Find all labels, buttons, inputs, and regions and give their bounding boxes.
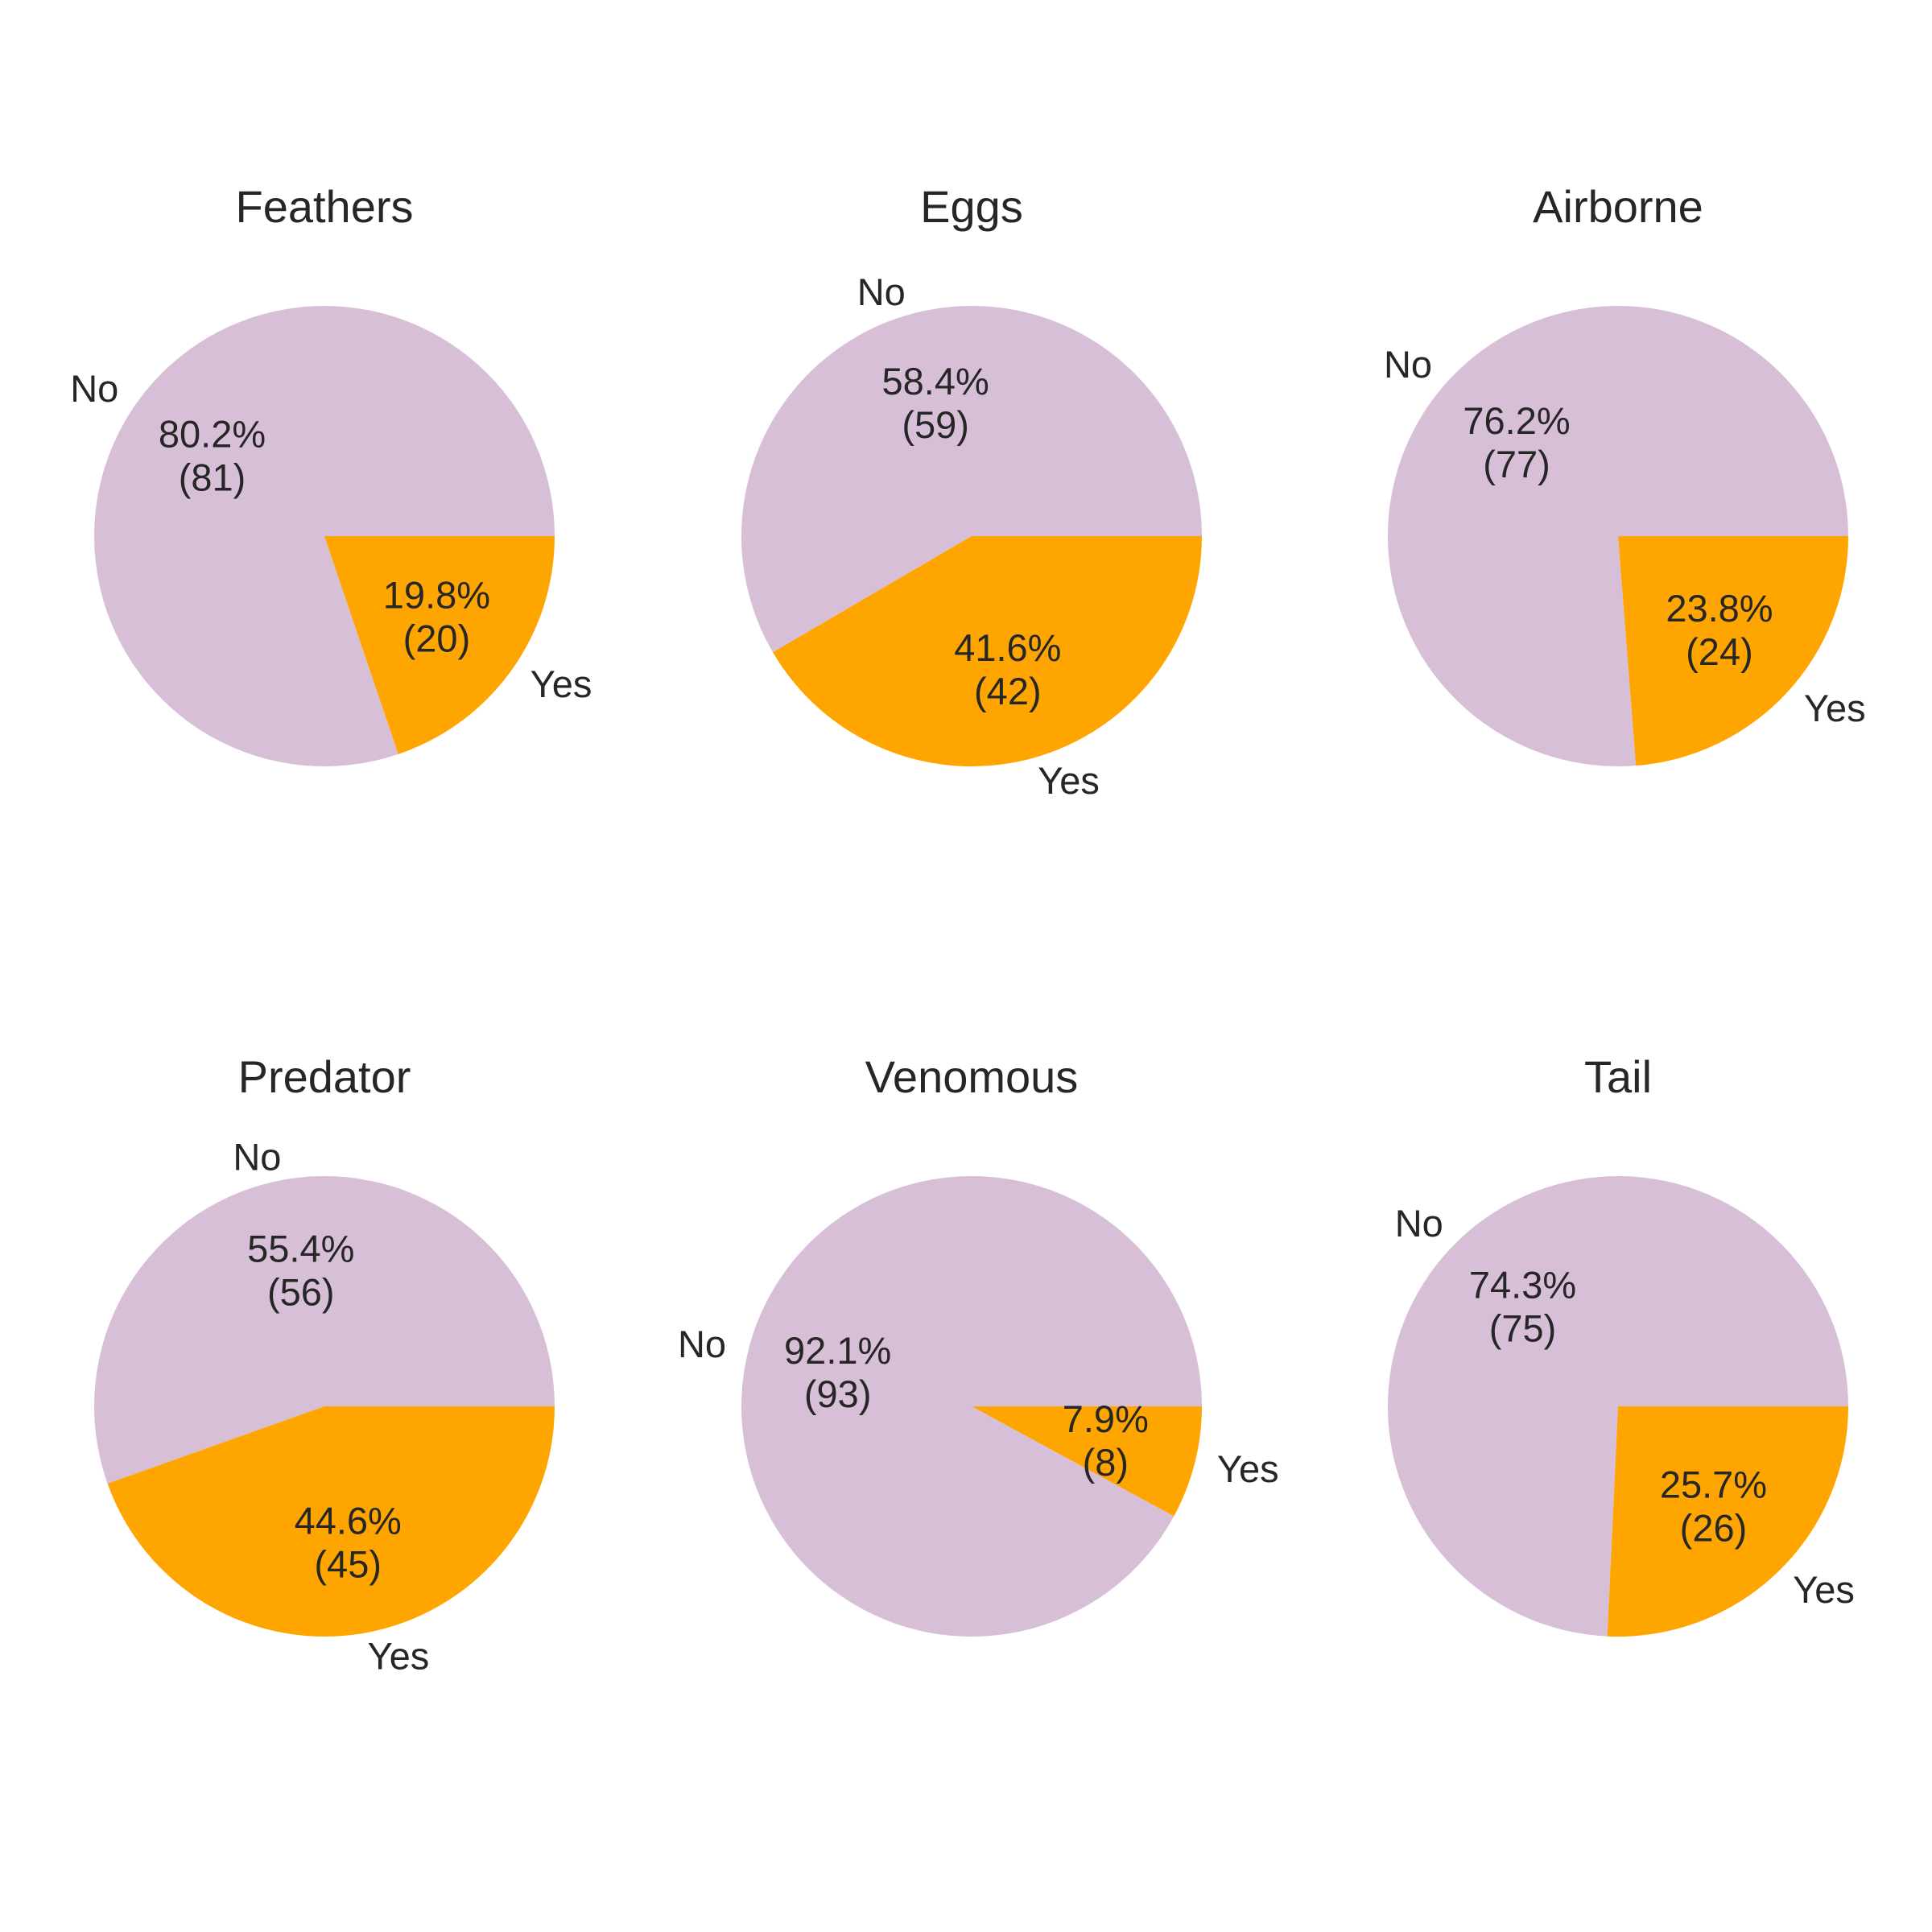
pie-count-label: (59) — [902, 403, 969, 446]
pie-percent-label: 80.2% — [159, 413, 266, 456]
pie-wedge-yes — [972, 1406, 1202, 1517]
pie-percent-label: 76.2% — [1463, 399, 1570, 442]
pie-slice-label: Yes — [530, 663, 592, 705]
pie-panel: Airborne No 76.2%(77) Yes 23.8%(24) — [1384, 181, 1866, 767]
pie-wedge-no — [94, 1175, 555, 1484]
pie-title: Feathers — [236, 181, 414, 232]
pie-slice-label: No — [1384, 343, 1432, 386]
pie-wedge-yes — [1618, 536, 1849, 766]
pie-panel: Eggs No 58.4%(59) Yes 41.6%(42) — [741, 181, 1202, 802]
pie-percent-label: 19.8% — [383, 574, 490, 617]
pie-wedge-yes — [107, 1406, 555, 1637]
pie-count-label: (20) — [403, 617, 471, 660]
pie-count-label: (8) — [1083, 1441, 1129, 1484]
pie-percent-label: 41.6% — [954, 626, 1061, 669]
pie-slice-label: No — [1395, 1202, 1443, 1245]
pie-count-label: (26) — [1680, 1507, 1748, 1550]
pie-slice-label: Yes — [1038, 759, 1100, 802]
pie-count-label: (42) — [974, 670, 1042, 712]
pie-percent-label: 92.1% — [784, 1329, 891, 1372]
pie-panels: Feathers No 80.2%(81) Yes 19.8%(20) Eggs No 58.… — [70, 181, 1865, 1678]
pie-wedge-no — [94, 305, 555, 766]
pie-percent-label: 58.4% — [882, 360, 989, 402]
pie-count-label: (77) — [1483, 443, 1550, 485]
pie-panel: Feathers No 80.2%(81) Yes 19.8%(20) — [70, 181, 592, 766]
pie-panel: Venomous No 92.1%(93) Yes 7.9%(8) — [678, 1051, 1279, 1637]
pie-percent-label: 7.9% — [1063, 1397, 1149, 1440]
pie-count-label: (45) — [314, 1543, 382, 1586]
pie-slice-label: No — [857, 270, 906, 313]
pie-panel: Tail No 74.3%(75) Yes 25.7%(26) — [1388, 1051, 1855, 1637]
pie-count-label: (75) — [1489, 1307, 1557, 1349]
pie-percent-label: 23.8% — [1666, 587, 1773, 630]
pie-percent-label: 55.4% — [247, 1227, 354, 1269]
pie-slice-label: Yes — [1793, 1568, 1855, 1611]
pie-title: Airborne — [1533, 181, 1703, 232]
pie-slice-label: Yes — [1804, 687, 1866, 729]
pie-slice-label: No — [233, 1135, 281, 1178]
pie-wedge-yes — [324, 536, 555, 754]
pie-wedge-no — [741, 1176, 1202, 1637]
pie-panel: Predator No 55.4%(56) Yes 44.6%(45) — [94, 1051, 555, 1678]
pie-slice-label: No — [70, 367, 118, 410]
pie-count-label: (81) — [179, 456, 246, 499]
pie-count-label: (56) — [267, 1270, 335, 1313]
pie-title: Eggs — [920, 181, 1023, 232]
pie-title: Venomous — [865, 1051, 1079, 1102]
pie-percent-label: 74.3% — [1469, 1263, 1576, 1306]
pie-wedge-no — [1388, 306, 1848, 767]
pie-percent-label: 25.7% — [1660, 1463, 1767, 1506]
pie-percent-label: 44.6% — [295, 1500, 402, 1542]
pie-slice-label: Yes — [1217, 1447, 1279, 1490]
pie-count-label: (93) — [804, 1373, 872, 1415]
pie-wedge-yes — [773, 536, 1202, 767]
pie-wedge-yes — [1607, 1406, 1848, 1637]
pie-slice-label: Yes — [368, 1635, 430, 1678]
pie-wedge-no — [741, 306, 1202, 653]
pie-title: Tail — [1584, 1051, 1652, 1102]
pie-wedge-no — [1388, 1176, 1848, 1637]
pie-slice-label: No — [678, 1323, 726, 1365]
pie-title: Predator — [238, 1051, 411, 1102]
pie-count-label: (24) — [1686, 630, 1753, 673]
